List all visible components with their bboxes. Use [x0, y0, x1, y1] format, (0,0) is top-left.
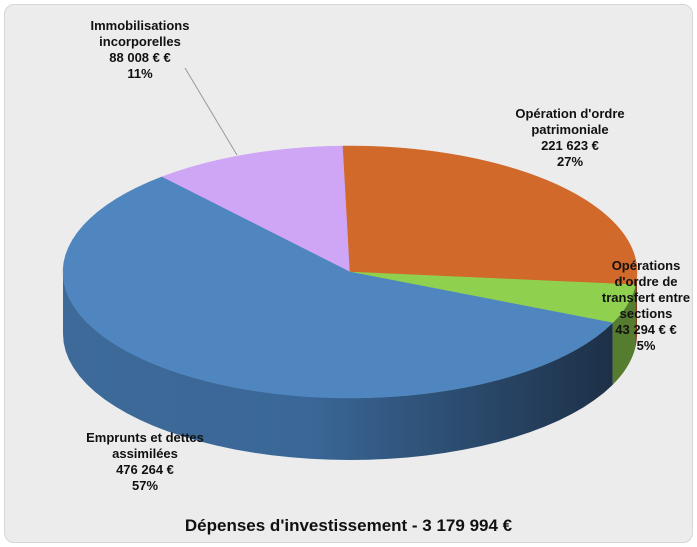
amount-label: 88 008 € € — [109, 50, 171, 65]
slice-side — [612, 284, 636, 385]
slice — [161, 145, 351, 273]
slice-side — [63, 272, 613, 460]
category-label: Opération d'ordre patrimoniale — [515, 106, 625, 137]
amount-label: 43 294 € € — [615, 322, 677, 337]
slice-label: Emprunts et dettes assimilées 476 264 €57… — [75, 430, 215, 494]
amount-label: 221 623 € — [541, 138, 599, 153]
slice — [349, 271, 636, 324]
slice — [62, 176, 614, 399]
slice — [342, 145, 638, 285]
slice-label: Opération d'ordre patrimoniale 221 623 €2… — [505, 106, 635, 170]
percent-label: 11% — [127, 66, 153, 81]
category-label: Immobilisations incorporelles — [90, 18, 190, 49]
slice-label: Opérations d'ordre de transfert entre se… — [600, 258, 692, 354]
amount-label: 476 264 € — [116, 462, 174, 477]
slice-label: Immobilisations incorporelles 88 008 € €1… — [70, 18, 210, 82]
leader-line — [184, 67, 238, 156]
category-label: Emprunts et dettes assimilées — [86, 430, 204, 461]
category-label: Opérations d'ordre de transfert entre se… — [601, 258, 691, 321]
chart-title: Dépenses d'investissement - 3 179 994 € — [184, 516, 513, 535]
slice-side — [635, 272, 637, 347]
percent-label: 27% — [556, 154, 584, 169]
percent-label: 5% — [636, 338, 656, 353]
percent-label: 57% — [131, 478, 159, 493]
